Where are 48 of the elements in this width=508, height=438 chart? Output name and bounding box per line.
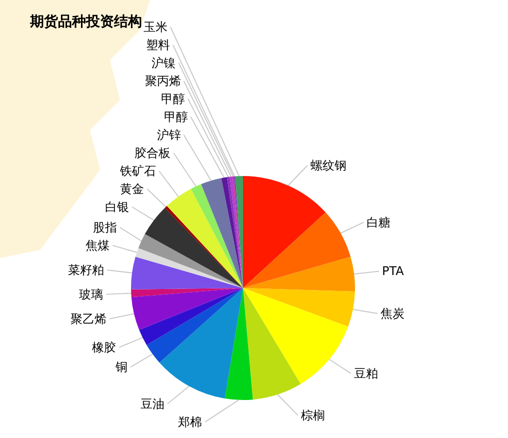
slice-label: 沪镍 <box>152 56 176 70</box>
pie-slice <box>243 288 348 384</box>
pie-slice <box>144 208 243 288</box>
slice-label: 甲醇 <box>164 110 188 124</box>
slice-label: 菜籽粕 <box>68 262 104 277</box>
slice-label: 郑棉 <box>178 414 202 429</box>
pie-slice <box>243 288 355 327</box>
slice-label: 焦炭 <box>380 306 405 321</box>
slice-label: 白糖 <box>366 215 391 230</box>
pie-slice <box>166 188 243 288</box>
pie-slice <box>243 176 326 288</box>
pie-slice <box>230 176 243 288</box>
chart-title: 期货品种投资结构 <box>29 14 142 30</box>
pie-slice <box>131 256 243 290</box>
slice-label: 白银 <box>104 200 129 214</box>
slice-label: 股指 <box>92 220 117 234</box>
pie-slice <box>243 256 355 292</box>
pie-slice <box>139 288 243 346</box>
slice-label: 焦煤 <box>86 238 110 252</box>
slice-label: 沪锌 <box>156 128 181 142</box>
slice-label: 豆粕 <box>354 366 378 380</box>
slice-label: 塑料 <box>146 38 170 52</box>
slice-label: 聚乙烯 <box>70 312 106 326</box>
slice-label: 橡胶 <box>92 340 116 354</box>
slice-label: 螺纹钢 <box>310 158 347 172</box>
pie-slice <box>190 184 243 288</box>
slice-label: 玻璃 <box>79 287 104 302</box>
slice-label: 黄金 <box>120 182 144 196</box>
slice-label: 铁矿石 <box>119 164 156 178</box>
pie-slice <box>226 176 243 288</box>
pie-slice <box>159 288 243 399</box>
pie-slice <box>131 288 243 330</box>
pie-slice <box>131 288 243 298</box>
pie-slice <box>224 288 253 400</box>
slice-label: 棕榈 <box>300 408 325 422</box>
pie-slice <box>146 288 243 363</box>
slice-label: 豆油 <box>140 396 164 411</box>
pie-slice <box>243 212 351 288</box>
slice-label: 玉米 <box>143 20 168 34</box>
pie-slice <box>243 288 301 400</box>
slice-label: 胶合板 <box>134 146 171 160</box>
pie-slice <box>201 178 243 288</box>
slice-label: PTA <box>382 264 405 278</box>
slice-label: 甲醇 <box>161 92 186 106</box>
slice-label: 铜 <box>114 360 128 374</box>
pie-slice <box>138 234 243 288</box>
pie-slice <box>135 248 243 288</box>
slice-label: 聚丙烯 <box>144 74 181 88</box>
